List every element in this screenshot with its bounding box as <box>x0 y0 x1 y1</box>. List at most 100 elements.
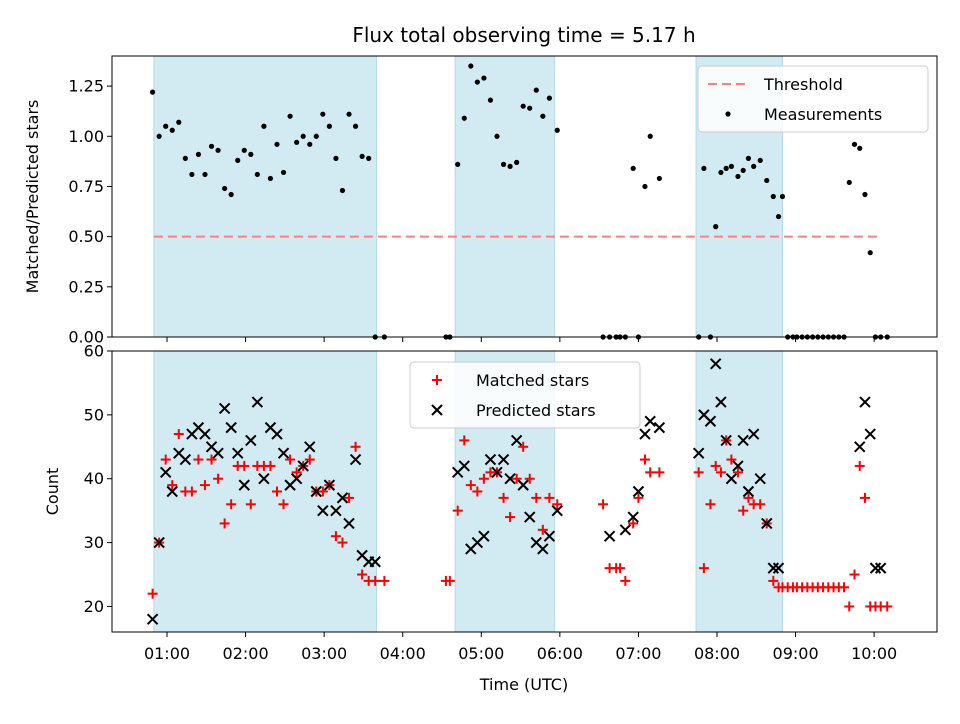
matched-star-point <box>844 601 855 612</box>
predicted-star-point <box>238 479 250 491</box>
matched-star-point <box>444 575 455 586</box>
predicted-star-point <box>869 562 882 574</box>
predicted-star-point <box>692 447 705 459</box>
predicted-star-point <box>310 485 322 498</box>
measurement-point <box>156 133 162 139</box>
matched-star-point <box>544 492 555 503</box>
matched-star-point <box>693 467 704 478</box>
matched-star-point <box>304 454 315 465</box>
predicted-star-point <box>537 543 549 555</box>
matched-star-point <box>705 499 716 510</box>
matched-star-point <box>459 435 470 446</box>
matched-star-point <box>265 460 276 471</box>
predicted-star-point <box>524 511 536 523</box>
predicted-star-point <box>859 396 871 408</box>
measurement-point <box>520 103 526 109</box>
x-tick-label: 04:00 <box>380 644 426 663</box>
shaded-interval <box>454 55 556 338</box>
predicted-star-point <box>349 453 362 466</box>
measurement-point <box>723 165 729 171</box>
matched-star-point <box>465 480 476 491</box>
matched-star-point <box>552 499 563 510</box>
matched-star-point <box>882 601 893 612</box>
predicted-star-point <box>653 421 666 434</box>
measurement-point <box>320 111 326 117</box>
matched-star-point <box>738 505 749 516</box>
top-legend: Threshold Measurements <box>697 65 929 133</box>
measurement-point <box>346 111 352 117</box>
matched-star-point <box>620 575 631 586</box>
matched-star-point <box>167 480 178 491</box>
predicted-star-point <box>343 517 355 530</box>
measurement-point <box>647 133 653 139</box>
measurement-point <box>215 147 221 153</box>
y-tick-label: 1.00 <box>68 127 104 146</box>
predicted-star-point <box>232 447 244 459</box>
bottom-x-ticks: 01:00 02:00 03:00 04:00 05:00 06:00 07:00 08:00… <box>144 632 897 663</box>
measurement-point <box>540 113 546 119</box>
x-tick-label: 02:00 <box>223 644 269 663</box>
predicted-star-point <box>742 485 755 498</box>
matched-star-point <box>350 441 361 452</box>
matched-star-point <box>698 563 709 574</box>
measurement-point <box>745 155 752 161</box>
predicted-star-point <box>747 428 760 440</box>
measurement-point <box>770 193 776 200</box>
predicted-star-point <box>212 447 224 459</box>
measurement-point <box>514 159 520 165</box>
measurement-point <box>235 157 241 163</box>
measurement-point <box>248 151 254 157</box>
measurement-point <box>656 175 662 182</box>
y-tick-label: 0.00 <box>68 328 104 347</box>
matched-star-point <box>710 460 721 471</box>
measurement-point <box>359 153 365 159</box>
predicted-star-point <box>336 492 349 504</box>
x-tick-label: 10:00 <box>851 644 897 663</box>
measurement-point <box>757 157 763 163</box>
measurement-point <box>287 113 293 119</box>
x-tick-label: 06:00 <box>537 644 583 663</box>
matched-star-point <box>615 563 626 574</box>
y-tick-label: 1.25 <box>68 77 104 96</box>
legend-predicted-label: Predicted stars <box>476 401 596 420</box>
matched-star-point <box>160 454 171 465</box>
predicted-star-point <box>484 453 497 466</box>
measurement-point <box>474 79 480 85</box>
measurement-point <box>779 193 786 200</box>
predicted-star-point <box>304 441 316 453</box>
predicted-star-point <box>497 453 510 466</box>
y-tick-label: 0.50 <box>68 227 104 246</box>
predicted-star-point <box>146 613 159 625</box>
predicted-star-point <box>720 434 732 447</box>
matched-star-point <box>531 492 542 503</box>
matched-star-point <box>206 454 217 465</box>
measurement-point <box>857 145 863 151</box>
measurement-point <box>527 105 533 111</box>
measurement-point <box>241 147 247 153</box>
matched-star-point <box>213 473 224 484</box>
matched-stars-points <box>147 429 893 612</box>
matched-star-point <box>226 499 237 510</box>
measurement-point <box>507 163 513 169</box>
y-tick-label: 60 <box>84 342 104 361</box>
matched-star-point <box>272 486 282 497</box>
measurement-point <box>533 87 539 93</box>
predicted-star-point <box>619 524 632 536</box>
matched-star-point <box>370 575 381 586</box>
matched-star-point <box>518 441 529 452</box>
x-axis-label: Time (UTC) <box>479 675 568 694</box>
matched-star-point <box>478 473 489 484</box>
predicted-star-point <box>330 504 342 517</box>
measurement-point <box>713 224 719 230</box>
measurement-point <box>735 173 741 180</box>
matched-star-point <box>285 454 296 465</box>
y-tick-label: 40 <box>84 469 104 488</box>
predicted-star-point <box>159 466 172 479</box>
matched-star-point <box>628 518 639 529</box>
measurement-point <box>461 115 467 121</box>
measurement-point <box>728 163 735 169</box>
predicted-star-point <box>491 466 503 479</box>
measurement-point <box>333 155 339 161</box>
predicted-star-point <box>854 441 866 453</box>
